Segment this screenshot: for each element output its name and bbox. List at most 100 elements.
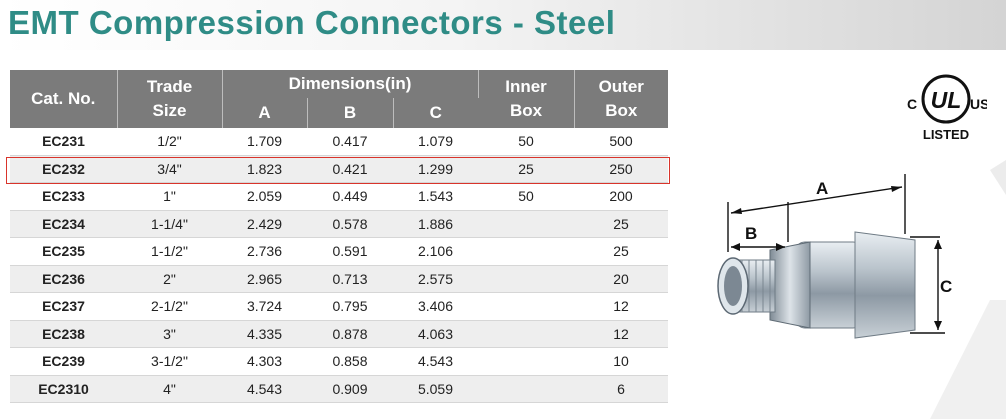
cell-inner	[478, 210, 574, 238]
selected-row-highlight	[6, 157, 670, 184]
cell-outer: 12	[574, 292, 668, 321]
cell-cat: EC232	[10, 155, 117, 183]
cell-c: 2.575	[393, 265, 478, 293]
ul-listed-mark: C UL US LISTED	[907, 74, 987, 142]
cell-b: 0.909	[307, 375, 393, 403]
ul-c-letter: C	[907, 96, 917, 112]
header-dim-b: B	[307, 98, 394, 128]
ul-circle	[921, 74, 971, 124]
cell-size: 1"	[117, 182, 222, 211]
ul-us-letters: US	[970, 96, 987, 112]
cell-outer: 20	[574, 265, 668, 293]
cell-size: 3"	[117, 320, 222, 348]
cell-c: 4.063	[393, 320, 478, 348]
header-cat-no: Cat. No.	[10, 70, 118, 128]
cell-inner: 50	[478, 182, 574, 211]
cell-outer: 250	[574, 155, 668, 183]
header-trade-size: Trade Size	[117, 70, 223, 128]
cell-outer: 6	[574, 375, 668, 403]
header-inner-line2: Box	[509, 101, 543, 120]
header-dimensions: Dimensions(in)	[222, 70, 479, 99]
spec-table: Cat. No. Trade Size Dimensions(in) Inner…	[10, 70, 668, 403]
cell-a: 1.709	[222, 128, 307, 156]
cell-inner	[478, 237, 574, 266]
cell-b: 0.449	[307, 182, 393, 211]
table-row: EC235 1-1/2" 2.736 0.591 2.106 25	[10, 237, 668, 266]
cell-size: 2"	[117, 265, 222, 293]
cell-b: 0.421	[307, 155, 393, 183]
header-dim-c: C	[393, 98, 478, 128]
dimension-label-a: A	[816, 179, 828, 198]
dimension-arrowheads	[731, 186, 942, 330]
cell-cat: EC238	[10, 320, 117, 348]
connector-diagram: A B C	[717, 160, 1006, 419]
cell-c: 1.886	[393, 210, 478, 238]
cell-c: 3.406	[393, 292, 478, 321]
cell-inner	[478, 265, 574, 293]
cell-cat: EC236	[10, 265, 117, 293]
header-outer-line2: Box	[605, 101, 638, 120]
cell-a: 4.543	[222, 375, 307, 403]
table-row: EC236 2" 2.965 0.713 2.575 20	[10, 265, 668, 293]
cell-size: 1/2"	[117, 128, 222, 156]
cell-cat: EC234	[10, 210, 117, 238]
page-title: EMT Compression Connectors - Steel	[8, 4, 616, 41]
cell-a: 1.823	[222, 155, 307, 183]
cell-c: 1.079	[393, 128, 478, 156]
cell-a: 4.335	[222, 320, 307, 348]
cell-cat: EC237	[10, 292, 117, 321]
table-row: EC239 3-1/2" 4.303 0.858 4.543 10	[10, 347, 668, 376]
table-row: EC237 2-1/2" 3.724 0.795 3.406 12	[10, 292, 668, 321]
cell-a: 3.724	[222, 292, 307, 321]
cell-outer: 25	[574, 237, 668, 266]
cell-inner: 50	[478, 128, 574, 156]
cell-c: 4.543	[393, 347, 478, 376]
cell-inner: 25	[478, 155, 574, 183]
cell-outer: 500	[574, 128, 668, 156]
dimension-label-b: B	[745, 224, 757, 243]
cell-outer: 12	[574, 320, 668, 348]
cell-size: 1-1/2"	[117, 237, 222, 266]
connector-body	[717, 231, 916, 339]
cell-a: 2.429	[222, 210, 307, 238]
header-outer-line1: Outer	[598, 77, 644, 96]
dimension-lines	[727, 174, 945, 334]
header-outer-box: Outer Box	[574, 70, 668, 128]
cell-outer: 200	[574, 182, 668, 211]
cell-a: 4.303	[222, 347, 307, 376]
cell-cat: EC239	[10, 347, 117, 376]
cell-cat: EC235	[10, 237, 117, 266]
cell-size: 3/4"	[117, 155, 222, 183]
cell-b: 0.417	[307, 128, 393, 156]
title-band	[0, 0, 1006, 50]
cell-inner	[478, 320, 574, 348]
cell-a: 2.059	[222, 182, 307, 211]
dimension-label-c: C	[940, 277, 952, 296]
table-row: EC238 3" 4.335 0.878 4.063 12	[10, 320, 668, 348]
table-row: EC231 1/2" 1.709 0.417 1.079 50 500	[10, 128, 668, 156]
cell-a: 2.965	[222, 265, 307, 293]
cell-size: 4"	[117, 375, 222, 403]
cell-inner	[478, 347, 574, 376]
cell-cat: EC2310	[10, 375, 117, 403]
cell-size: 3-1/2"	[117, 347, 222, 376]
background-watermark-corner	[990, 160, 1006, 195]
cell-c: 5.059	[393, 375, 478, 403]
cell-b: 0.795	[307, 292, 393, 321]
cell-size: 1-1/4"	[117, 210, 222, 238]
cell-cat: EC231	[10, 128, 117, 156]
cell-inner	[478, 375, 574, 403]
background-watermark-shape	[930, 300, 1006, 419]
cell-b: 0.591	[307, 237, 393, 266]
table-row: EC232 3/4" 1.823 0.421 1.299 25 250	[10, 155, 668, 183]
cell-a: 2.736	[222, 237, 307, 266]
header-trade-line1: Trade	[146, 77, 193, 96]
header-trade-line2: Size	[152, 101, 187, 120]
cell-b: 0.858	[307, 347, 393, 376]
cell-cat: EC233	[10, 182, 117, 211]
cell-c: 1.543	[393, 182, 478, 211]
cell-c: 2.106	[393, 237, 478, 266]
header-dim-a: A	[222, 98, 308, 128]
cell-outer: 25	[574, 210, 668, 238]
header-inner-line1: Inner	[505, 77, 547, 96]
